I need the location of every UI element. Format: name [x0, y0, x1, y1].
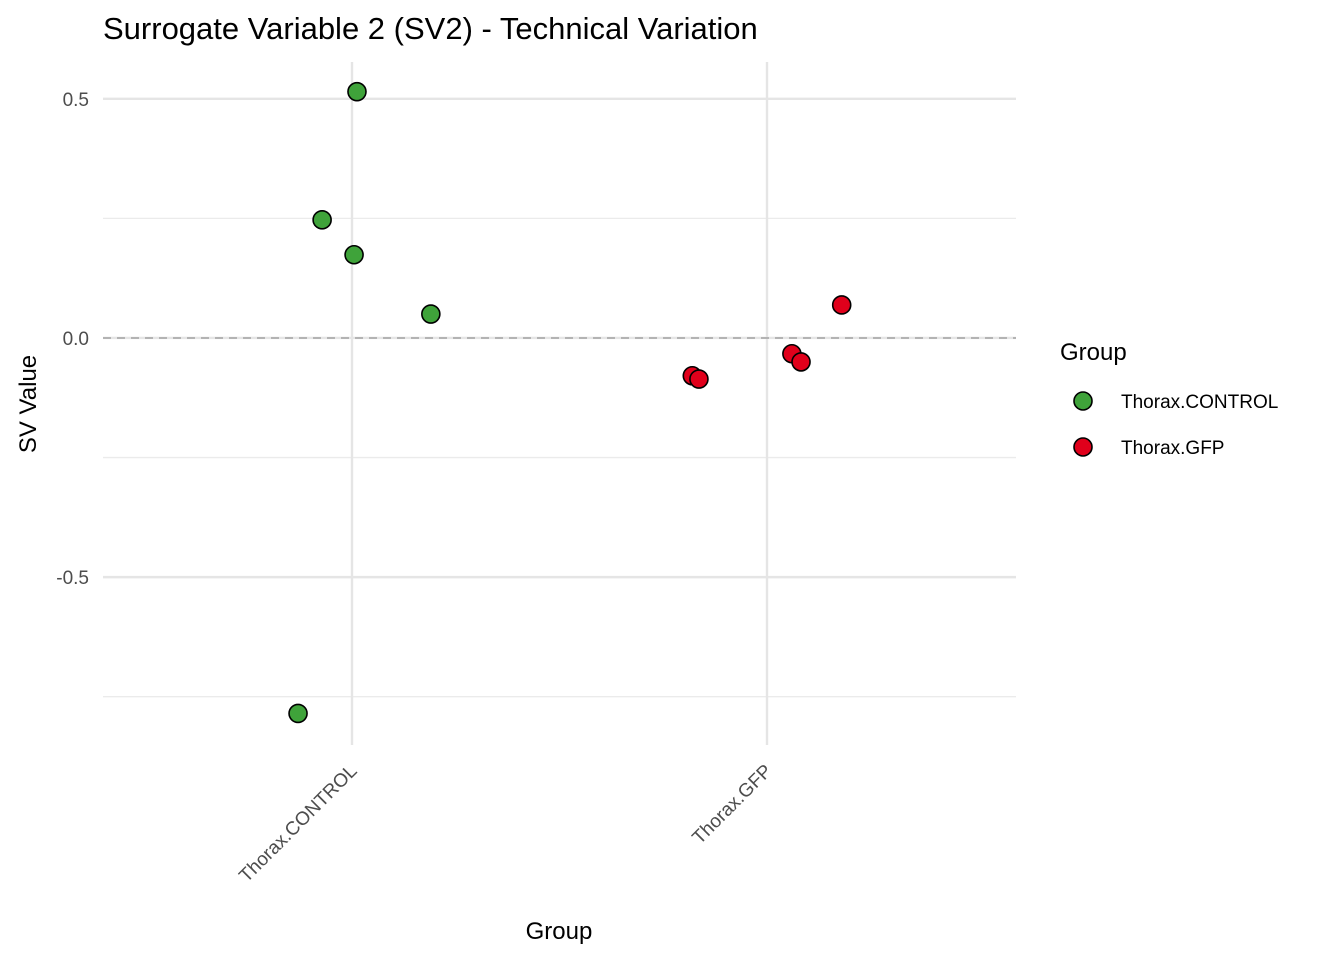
legend-label: Thorax.CONTROL: [1121, 392, 1278, 413]
chart-title: Surrogate Variable 2 (SV2) - Technical V…: [103, 11, 758, 46]
data-point: [689, 369, 709, 389]
legend-title: Group: [1060, 339, 1127, 366]
x-tick-label: Thorax.GFP: [689, 761, 777, 849]
y-axis-label: SV Value: [15, 355, 42, 453]
legend-key: [1073, 391, 1093, 411]
y-tick-label: 0.0: [63, 329, 89, 350]
x-tick-labels: Thorax.CONTROL Thorax.GFP: [235, 761, 776, 887]
legend: Group Thorax.CONTROL Thorax.GFP: [1060, 339, 1278, 459]
data-point: [791, 352, 811, 372]
x-tick-label: Thorax.CONTROL: [235, 761, 361, 887]
y-tick-labels: 0.5 0.0 -0.5: [56, 90, 89, 589]
legend-key: [1073, 437, 1093, 457]
data-point: [421, 304, 441, 324]
y-tick-label: -0.5: [56, 568, 89, 589]
data-point: [288, 703, 308, 724]
data-points: [288, 81, 852, 724]
data-point: [831, 295, 852, 315]
x-axis-label: Group: [526, 918, 593, 945]
y-tick-label: 0.5: [63, 90, 89, 111]
grid: [103, 62, 1016, 745]
data-point: [344, 244, 364, 265]
legend-label: Thorax.GFP: [1121, 438, 1224, 459]
data-point: [347, 81, 367, 102]
data-point: [312, 210, 332, 230]
